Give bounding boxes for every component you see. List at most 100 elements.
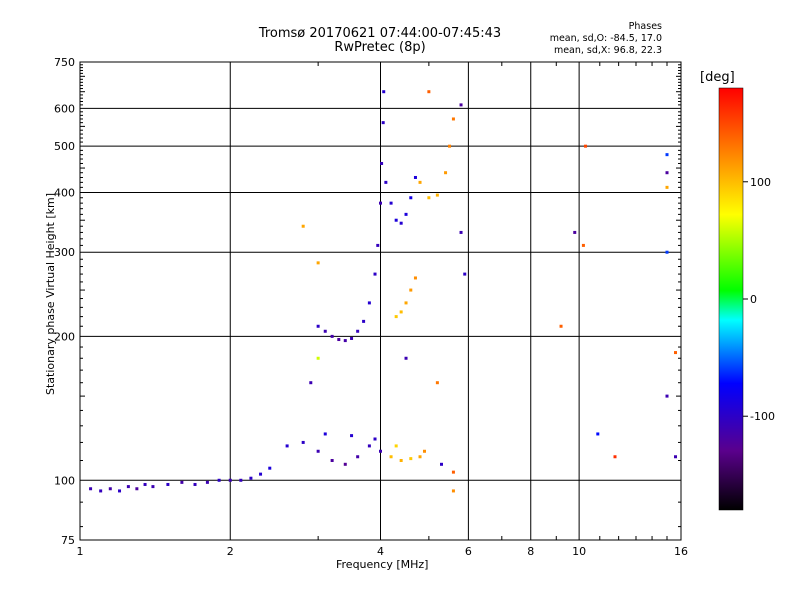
- echo-point: [249, 476, 253, 480]
- echo-point: [89, 487, 93, 491]
- echo-point: [451, 470, 455, 474]
- echo-point: [285, 444, 289, 448]
- x-tick-label: 8: [527, 545, 534, 558]
- echo-point: [596, 432, 600, 436]
- echo-point: [422, 449, 426, 453]
- echo-point: [409, 196, 413, 200]
- echo-point: [581, 243, 585, 247]
- echo-point: [343, 339, 347, 343]
- echo-point: [180, 480, 184, 484]
- chart-title-line1: Tromsø 20170621 07:44:00-07:45:43: [258, 26, 502, 41]
- y-tick-label: 500: [54, 140, 75, 153]
- echo-point: [394, 218, 398, 222]
- echo-point: [350, 434, 354, 438]
- echo-point: [413, 175, 417, 179]
- echo-point: [239, 478, 243, 482]
- echo-point: [404, 212, 408, 216]
- echo-point: [118, 489, 122, 493]
- echo-point: [448, 144, 452, 148]
- colorbar-tick-label: 100: [750, 176, 771, 189]
- echo-point: [367, 301, 371, 305]
- colorbar-label: [deg]: [700, 70, 735, 85]
- y-tick-label: 75: [61, 534, 75, 547]
- colorbar-tick-label: -100: [750, 410, 775, 423]
- echo-point: [382, 90, 386, 94]
- x-tick-label: 4: [377, 545, 384, 558]
- echo-point: [362, 319, 366, 323]
- echo-point: [316, 356, 320, 360]
- echo-point: [343, 462, 347, 466]
- x-axis-label: Frequency [MHz]: [336, 558, 429, 571]
- echo-point: [404, 356, 408, 360]
- echo-point: [399, 221, 403, 225]
- y-tick-label: 750: [54, 56, 75, 69]
- echo-point: [99, 489, 103, 493]
- echo-point: [380, 161, 384, 165]
- echo-point: [166, 482, 170, 486]
- echo-point: [228, 478, 232, 482]
- echo-point: [135, 487, 139, 491]
- stats-title: Phases: [628, 21, 662, 32]
- y-tick-label: 300: [54, 246, 75, 259]
- echo-point: [350, 336, 354, 340]
- echo-point: [143, 482, 147, 486]
- echo-point: [151, 485, 155, 489]
- echo-point: [376, 243, 380, 247]
- x-tick-label: 1: [77, 545, 84, 558]
- echo-point: [323, 432, 327, 436]
- echo-point: [389, 201, 393, 205]
- echo-point: [367, 444, 371, 448]
- echo-point: [259, 472, 263, 476]
- y-tick-label: 200: [54, 330, 75, 343]
- echo-point: [674, 455, 678, 459]
- x-tick-label: 16: [674, 545, 688, 558]
- echo-point: [435, 193, 439, 197]
- y-tick-label: 600: [54, 102, 75, 115]
- echo-point: [268, 466, 272, 470]
- echo-point: [665, 250, 669, 254]
- echo-point: [435, 381, 439, 385]
- echo-point: [399, 458, 403, 462]
- echo-point: [373, 272, 377, 276]
- echo-point: [301, 224, 305, 228]
- echo-point: [394, 444, 398, 448]
- echo-point: [373, 437, 377, 441]
- echo-point: [584, 144, 588, 148]
- echo-point: [205, 480, 209, 484]
- echo-point: [379, 201, 382, 205]
- echo-point: [316, 261, 320, 265]
- echo-point: [316, 449, 320, 453]
- echo-point: [613, 455, 617, 459]
- echo-point: [418, 180, 422, 184]
- echo-point: [409, 288, 413, 292]
- echo-point: [301, 440, 305, 444]
- echo-point: [459, 230, 463, 234]
- echo-point: [444, 171, 448, 175]
- echo-point: [665, 153, 669, 157]
- echo-point: [356, 329, 360, 333]
- echo-point: [309, 381, 313, 385]
- x-tick-label: 10: [572, 545, 586, 558]
- echo-point: [665, 185, 669, 189]
- echo-point: [394, 315, 398, 319]
- echo-point: [330, 334, 334, 338]
- echo-point: [337, 338, 341, 342]
- echo-point: [399, 310, 403, 314]
- echo-point: [674, 351, 678, 355]
- echo-point: [330, 458, 334, 462]
- echo-point: [316, 324, 320, 328]
- echo-point: [665, 394, 669, 398]
- colorbar-tick-label: 0: [750, 293, 757, 306]
- echo-point: [356, 455, 360, 459]
- echo-point: [126, 485, 130, 489]
- echo-point: [108, 487, 112, 491]
- echo-point: [665, 171, 669, 175]
- echo-point: [440, 462, 444, 466]
- stats-x-line: mean, sd,X: 96.8, 22.3: [553, 45, 662, 56]
- x-tick-label: 6: [465, 545, 472, 558]
- echo-point: [404, 301, 408, 305]
- echo-point: [459, 103, 463, 107]
- echo-point: [217, 478, 221, 482]
- y-tick-label: 100: [54, 474, 75, 487]
